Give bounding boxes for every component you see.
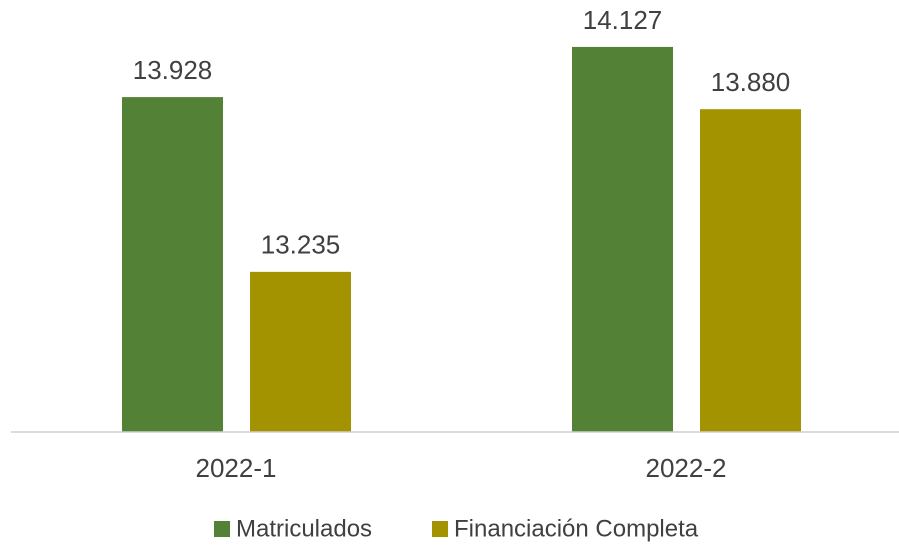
data-label: 14.127 [583, 5, 663, 35]
bar [250, 271, 351, 432]
legend-swatch [432, 521, 448, 537]
legend-label: Matriculados [236, 515, 372, 542]
data-label: 13.880 [711, 67, 791, 97]
legend-swatch [214, 521, 230, 537]
bar [700, 109, 801, 433]
legend-label: Financiación Completa [454, 515, 699, 542]
bar [572, 46, 673, 433]
x-tick-label: 2022-1 [196, 453, 277, 483]
data-label: 13.235 [261, 230, 341, 260]
bar [122, 97, 223, 432]
data-label: 13.928 [133, 55, 213, 85]
x-tick-label: 2022-2 [646, 453, 727, 483]
